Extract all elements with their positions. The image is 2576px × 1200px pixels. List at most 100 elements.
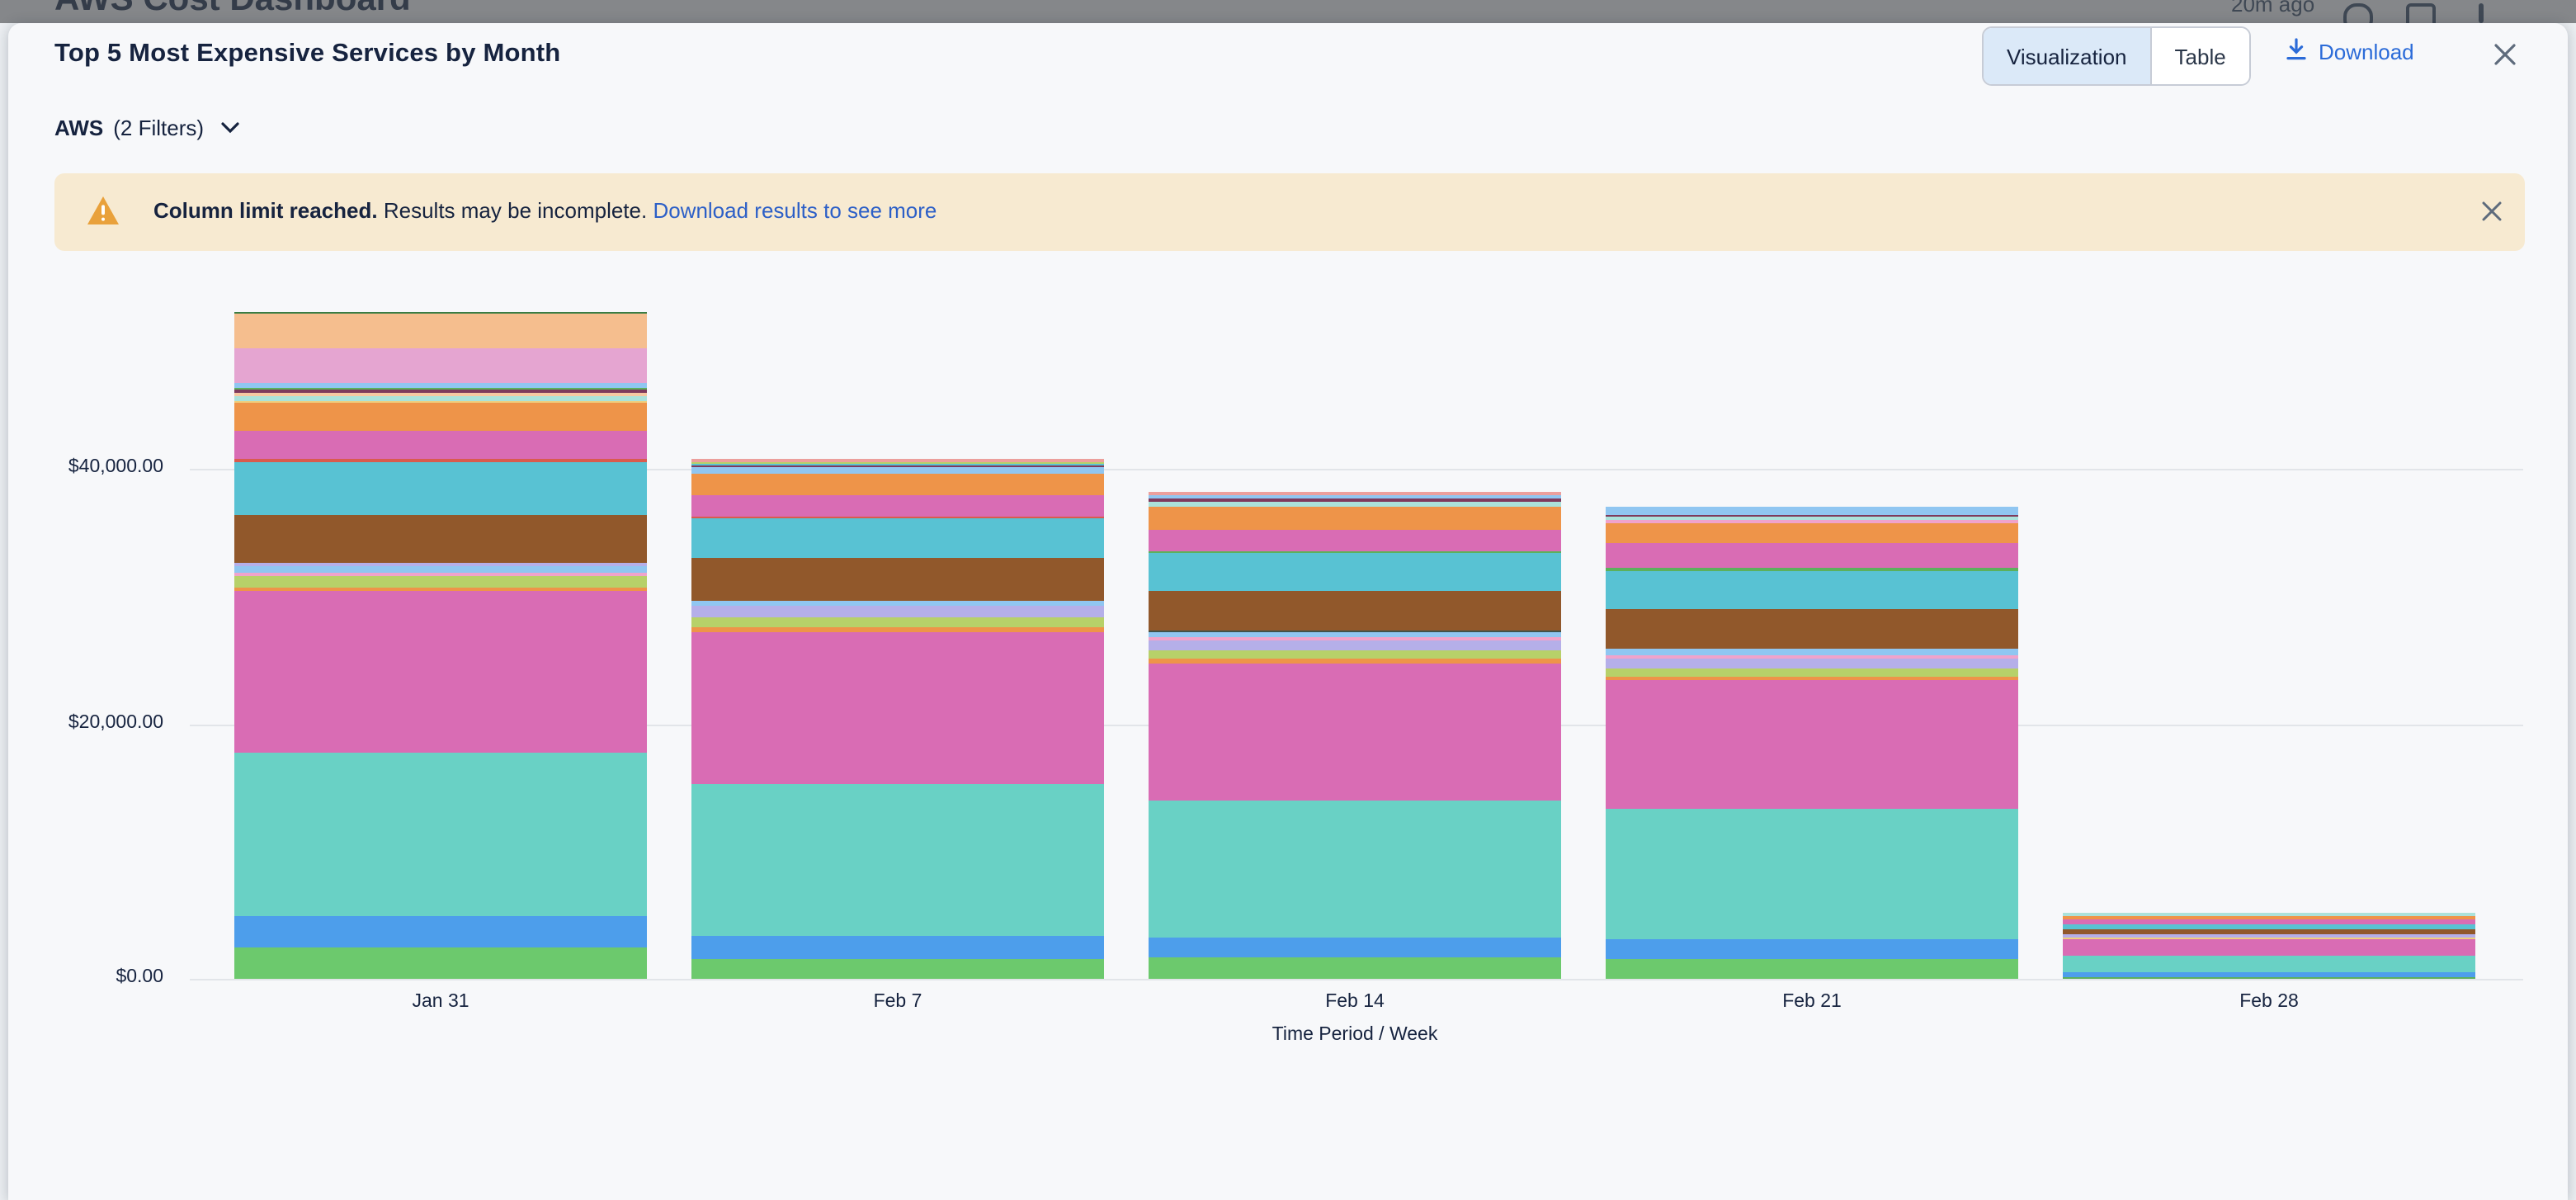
bar-segment[interactable] [1606,570,2018,609]
bar-segment[interactable] [234,431,647,460]
bar-segment[interactable] [234,563,647,566]
bar-segment[interactable] [1149,800,1561,938]
bar-segment[interactable] [691,518,1104,559]
bar-segment[interactable] [691,465,1104,468]
bar-segment[interactable] [1606,654,2018,659]
bar-segment[interactable] [1149,659,1561,664]
bar-segment[interactable] [1149,937,1561,958]
bar-segment[interactable] [691,463,1104,465]
bar-segment[interactable] [691,605,1104,617]
bar-segment[interactable] [1149,501,1561,508]
bar-segment[interactable] [2063,924,2475,930]
bar-segment[interactable] [691,631,1104,785]
bar-segment[interactable] [234,348,647,384]
bar-segment[interactable] [2063,929,2475,935]
page-title: Top 5 Most Expensive Services by Month [54,40,561,68]
download-button[interactable]: Download [2286,38,2414,66]
bar-segment[interactable] [1606,543,2018,569]
bar-segment[interactable] [1149,637,1561,640]
bar-segment[interactable] [1149,529,1561,551]
bar-segment[interactable] [1606,514,2018,517]
bar-segment[interactable] [1606,668,2018,677]
bar-segment[interactable] [2063,971,2475,977]
bar-segment[interactable] [1149,632,1561,638]
bar-segment[interactable] [1149,640,1561,650]
bar-segment[interactable] [1149,591,1561,631]
bar-segment[interactable] [691,959,1104,979]
bar-segment[interactable] [1149,553,1561,592]
bar-segment[interactable] [1149,492,1561,496]
banner-close-icon[interactable] [2480,200,2503,223]
bar-segment[interactable] [1606,679,2018,809]
bar-segment[interactable] [1149,664,1561,801]
bar-segment[interactable] [2063,956,2475,972]
bar-segment[interactable] [691,461,1104,464]
bar-segment[interactable] [1606,676,2018,680]
bar-segment[interactable] [691,627,1104,632]
bar-segment[interactable] [1149,495,1561,499]
bar-segment[interactable] [2063,915,2475,920]
bar-feb-7 [691,459,1104,979]
bar-segment[interactable] [1606,658,2018,669]
bar-segment[interactable] [691,495,1104,517]
bar-segment[interactable] [234,565,647,573]
bar-segment[interactable] [1149,507,1561,530]
bar-segment[interactable] [691,935,1104,960]
kebab-menu-icon [2479,3,2484,23]
bar-segment[interactable] [234,383,647,388]
bar-segment[interactable] [691,517,1104,519]
close-icon[interactable] [2492,41,2518,68]
bar-segment[interactable] [691,600,1104,606]
bar-segment[interactable] [234,572,647,577]
bar-segment[interactable] [1606,959,2018,979]
banner-download-link[interactable]: Download results to see more [653,198,937,223]
bar-segment[interactable] [691,558,1104,601]
bar-segment[interactable] [234,459,647,462]
bar-segment[interactable] [234,395,647,401]
bar-segment[interactable] [1606,522,2018,544]
bar-segment[interactable] [691,467,1104,474]
tab-table[interactable]: Table [2151,28,2249,84]
bar-segment[interactable] [2063,919,2475,925]
bar-segment[interactable] [234,576,647,588]
bar-segment[interactable] [234,402,647,432]
bar-segment[interactable] [1149,650,1561,659]
bar-segment[interactable] [234,314,647,349]
bar-segment[interactable] [2063,937,2475,939]
bar-segment[interactable] [234,389,647,393]
bar-segment[interactable] [1606,516,2018,521]
bar-segment[interactable] [234,461,647,516]
bar-segment[interactable] [1606,507,2018,515]
bar-segment[interactable] [234,392,647,396]
filter-dropdown[interactable]: AWS (2 Filters) [54,112,238,142]
bar-segment[interactable] [234,591,647,753]
bar-segment[interactable] [691,784,1104,936]
bar-segment[interactable] [2063,938,2475,957]
bar-segment[interactable] [691,617,1104,628]
bar-segment[interactable] [1606,608,2018,650]
bar-segment[interactable] [2063,976,2475,979]
bar-segment[interactable] [1606,520,2018,523]
bar-segment[interactable] [691,459,1104,462]
bar-segment[interactable] [234,947,647,979]
bar-segment[interactable] [2063,934,2475,938]
bar-segment[interactable] [1149,957,1561,979]
bar-segment[interactable] [1149,498,1561,502]
bar-segment[interactable] [234,915,647,947]
bar-segment[interactable] [234,387,647,390]
bar-segment[interactable] [1606,568,2018,571]
bar-segment[interactable] [1606,938,2018,960]
bar-segment[interactable] [2063,913,2475,916]
bar-segment[interactable] [234,587,647,592]
bar-segment[interactable] [1606,808,2018,939]
bar-segment[interactable] [234,515,647,564]
bar-segment[interactable] [234,400,647,403]
bar-segment[interactable] [1606,649,2018,655]
bar-segment[interactable] [234,752,647,916]
bar-segment[interactable] [1149,550,1561,554]
bar-segment[interactable] [691,473,1104,496]
tab-visualization[interactable]: Visualization [1984,28,2152,84]
bar-segment[interactable] [234,311,647,314]
download-label: Download [2319,40,2414,64]
bar-segment[interactable] [1149,630,1561,633]
